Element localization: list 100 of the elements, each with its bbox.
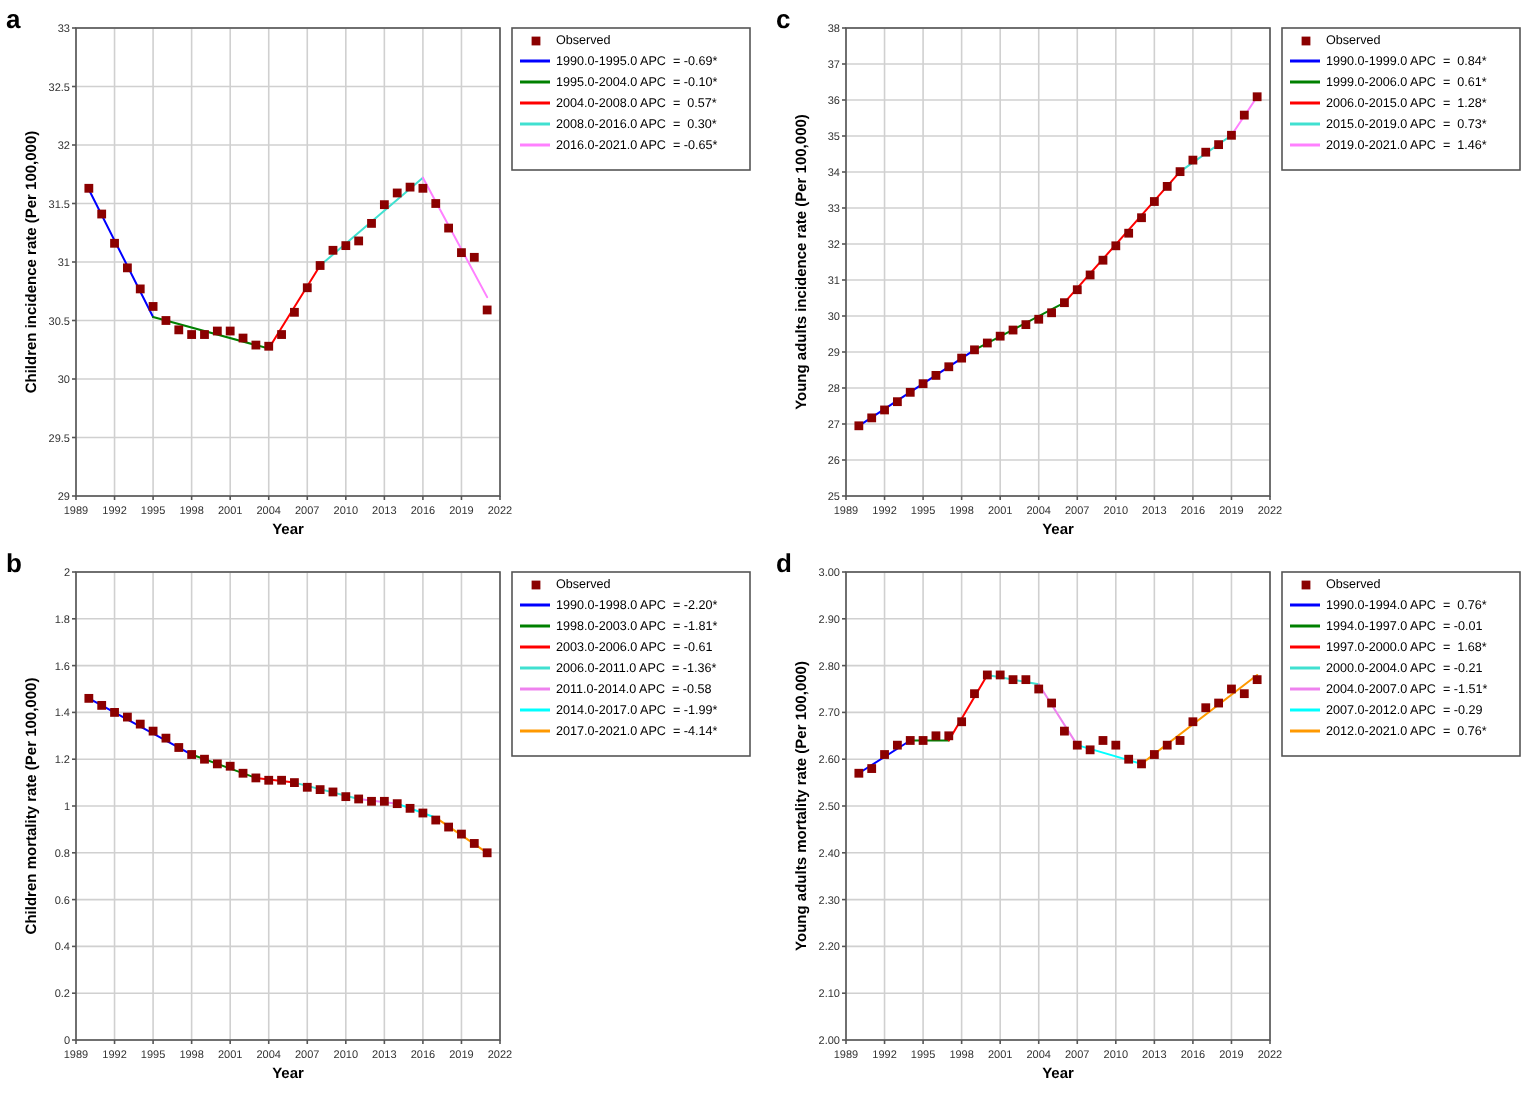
point [995, 670, 1005, 680]
point [1008, 675, 1018, 685]
point [931, 731, 941, 741]
chart-title: b [6, 548, 22, 578]
point [482, 848, 492, 858]
point [418, 183, 428, 193]
point [367, 218, 376, 228]
point [212, 759, 222, 769]
point [1021, 675, 1031, 685]
point [1072, 285, 1082, 295]
point [200, 330, 209, 339]
point [944, 731, 954, 741]
point [277, 330, 286, 339]
point [97, 209, 107, 219]
point [457, 248, 466, 258]
point [290, 307, 299, 317]
point [110, 708, 119, 717]
point [892, 740, 902, 750]
point [1111, 241, 1121, 251]
point [84, 183, 94, 193]
point [122, 263, 132, 273]
point [1239, 110, 1249, 120]
point [1162, 740, 1172, 750]
point [1124, 754, 1134, 764]
point [1111, 740, 1121, 750]
point [161, 316, 171, 325]
point [264, 341, 274, 351]
point [995, 331, 1005, 341]
point [1124, 228, 1134, 238]
point [135, 719, 145, 729]
point [97, 700, 107, 710]
point [341, 241, 351, 251]
point [315, 785, 325, 795]
point [174, 325, 184, 335]
point [161, 733, 171, 743]
point [379, 796, 389, 806]
point [1252, 92, 1262, 102]
point [251, 773, 261, 783]
point [957, 717, 967, 727]
point [1252, 675, 1262, 685]
point [148, 302, 158, 311]
point [1098, 255, 1108, 265]
point [1137, 759, 1146, 769]
point [1162, 182, 1172, 191]
chart-title: d [776, 548, 792, 578]
point [1188, 155, 1198, 165]
chart-title: a [6, 4, 22, 34]
point [1085, 270, 1095, 280]
point [225, 761, 235, 771]
point [1021, 320, 1031, 330]
point [1188, 717, 1198, 727]
point [1175, 167, 1185, 177]
point [1214, 140, 1224, 150]
point [1227, 684, 1236, 694]
point [405, 803, 415, 813]
point [892, 397, 902, 407]
point [264, 775, 274, 785]
point [1047, 308, 1056, 318]
point [867, 764, 877, 773]
point [379, 200, 389, 210]
point [1149, 197, 1159, 206]
point [982, 670, 992, 680]
point [328, 245, 338, 255]
point [854, 421, 864, 431]
point [1060, 298, 1069, 308]
point [905, 736, 915, 745]
point [135, 284, 145, 294]
point [405, 182, 415, 192]
point [1227, 130, 1236, 140]
point [1047, 698, 1056, 708]
point [315, 261, 325, 270]
point [880, 405, 889, 415]
point [84, 693, 94, 703]
point [905, 387, 915, 397]
point [341, 792, 351, 802]
point [302, 782, 312, 792]
point [918, 736, 928, 745]
point [367, 796, 376, 806]
point [354, 236, 364, 246]
point [1149, 750, 1159, 759]
point [187, 330, 197, 339]
point [944, 362, 954, 372]
point [290, 778, 299, 787]
point [1034, 684, 1044, 694]
point [867, 413, 877, 423]
point [918, 379, 928, 389]
point [1239, 689, 1249, 699]
point [174, 743, 184, 752]
point [880, 750, 889, 759]
point [302, 283, 312, 293]
point [110, 238, 119, 248]
chart-title: c [776, 4, 791, 34]
point [854, 768, 864, 778]
point [200, 754, 209, 764]
point [982, 338, 992, 348]
point [187, 750, 197, 759]
point [1201, 703, 1211, 713]
point [482, 305, 492, 315]
point [1201, 147, 1211, 157]
point [354, 794, 364, 804]
